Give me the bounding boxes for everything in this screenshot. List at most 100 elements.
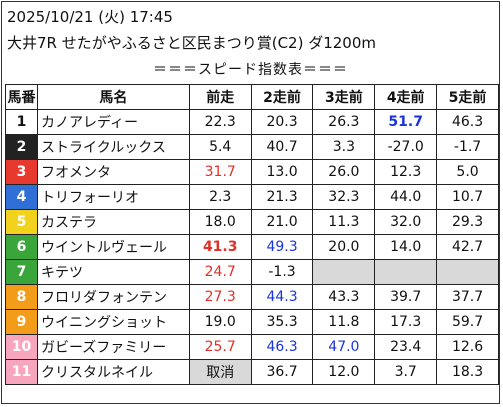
speed-index-cell: 22.3 — [188, 109, 252, 135]
speed-index-cell: 36.7 — [250, 359, 314, 385]
speed-index-cell: 20.3 — [250, 109, 314, 135]
speed-index-cell: 39.7 — [374, 284, 438, 310]
horse-name-cell: フロリダフォンテン — [36, 284, 190, 310]
speed-index-cell: 12.6 — [436, 334, 499, 360]
col-header-last-race: 前走 — [188, 84, 252, 110]
table-row: 7 キテツ 24.7 -1.3 — [5, 259, 499, 285]
table-row: 1 カノアレディー 22.3 20.3 26.3 51.7 46.3 — [5, 109, 499, 135]
speed-index-cell — [374, 259, 438, 285]
speed-index-cell: 19.0 — [188, 309, 252, 335]
table-row: 10 ガビーズファミリー 25.7 46.3 47.0 23.4 12.6 — [5, 334, 499, 360]
speed-index-cell: 35.3 — [250, 309, 314, 335]
speed-index-cell: 20.0 — [312, 234, 376, 260]
speed-index-cell: 18.3 — [436, 359, 499, 385]
col-header-2-races-ago: 2走前 — [250, 84, 314, 110]
speed-index-cell: 18.0 — [188, 209, 252, 235]
speed-index-cell: 43.3 — [312, 284, 376, 310]
header-row: 馬番 馬名 前走 2走前 3走前 4走前 5走前 — [5, 84, 499, 110]
table-row: 5 カステラ 18.0 21.0 11.3 32.0 29.3 — [5, 209, 499, 235]
race-datetime: 2025/10/21 (火) 17:45 — [7, 8, 173, 26]
speed-index-cell: 44.0 — [374, 184, 438, 210]
horse-name-cell: ウイニングショット — [36, 309, 190, 335]
col-header-3-races-ago: 3走前 — [312, 84, 376, 110]
speed-index-cell: 59.7 — [436, 309, 499, 335]
speed-index-cell: 37.7 — [436, 284, 499, 310]
table-row: 6 ウイントルヴェール 41.3 49.3 20.0 14.0 42.7 — [5, 234, 499, 260]
speed-index-cell: 44.3 — [250, 284, 314, 310]
speed-index-cell: 21.0 — [250, 209, 314, 235]
speed-index-cell: 12.0 — [312, 359, 376, 385]
speed-index-cell: 23.4 — [374, 334, 438, 360]
horse-name-cell: カステラ — [36, 209, 190, 235]
speed-index-cell: -1.3 — [250, 259, 314, 285]
horse-name-cell: トリフォーリオ — [36, 184, 190, 210]
horse-number-cell: 4 — [5, 184, 38, 210]
speed-index-cell — [312, 259, 376, 285]
speed-index-cell: 13.0 — [250, 159, 314, 185]
race-title: 大井7R せたがやふるさと区民まつり賞(C2) ダ1200m — [7, 34, 377, 52]
table-subtitle: ＝＝＝スピード指数表＝＝＝ — [153, 62, 348, 78]
speed-index-cell: 3.3 — [312, 134, 376, 160]
speed-index-cell: -1.7 — [436, 134, 499, 160]
table-row: 2 ストライクルックス 5.4 40.7 3.3 -27.0 -1.7 — [5, 134, 499, 160]
speed-index-cell: 26.0 — [312, 159, 376, 185]
horse-name-cell: クリスタルネイル — [36, 359, 190, 385]
speed-index-cell: 2.3 — [188, 184, 252, 210]
speed-index-cell: 51.7 — [374, 109, 438, 135]
speed-index-cell: 42.7 — [436, 234, 499, 260]
speed-index-cell: 32.3 — [312, 184, 376, 210]
horse-number-cell: 6 — [5, 234, 38, 260]
speed-index-cell: 10.7 — [436, 184, 499, 210]
speed-index-cell: 46.3 — [436, 109, 499, 135]
speed-index-cell: 17.3 — [374, 309, 438, 335]
speed-index-cell: 26.3 — [312, 109, 376, 135]
table-row: 8 フロリダフォンテン 27.3 44.3 43.3 39.7 37.7 — [5, 284, 499, 310]
speed-index-cell: 5.4 — [188, 134, 252, 160]
col-header-4-races-ago: 4走前 — [374, 84, 438, 110]
horse-number-cell: 9 — [5, 309, 38, 335]
horse-number-cell: 8 — [5, 284, 38, 310]
speed-index-cell: 12.3 — [374, 159, 438, 185]
horse-name-cell: カノアレディー — [36, 109, 190, 135]
horse-number-cell: 11 — [5, 359, 38, 385]
horse-name-cell: フオメンタ — [36, 159, 190, 185]
speed-index-cell: 21.3 — [250, 184, 314, 210]
speed-index-cell: 11.3 — [312, 209, 376, 235]
table-row: 4 トリフォーリオ 2.3 21.3 32.3 44.0 10.7 — [5, 184, 499, 210]
horse-number-cell: 7 — [5, 259, 38, 285]
table-row: 9 ウイニングショット 19.0 35.3 11.8 17.3 59.7 — [5, 309, 499, 335]
horse-number-cell: 10 — [5, 334, 38, 360]
speed-index-cell: 取消 — [188, 359, 252, 385]
table-row: 3 フオメンタ 31.7 13.0 26.0 12.3 5.0 — [5, 159, 499, 185]
speed-index-cell: 32.0 — [374, 209, 438, 235]
horse-number-cell: 2 — [5, 134, 38, 160]
speed-index-cell: 31.7 — [188, 159, 252, 185]
horse-name-cell: キテツ — [36, 259, 190, 285]
speed-index-cell: 41.3 — [188, 234, 252, 260]
speed-index-cell: 3.7 — [374, 359, 438, 385]
speed-index-cell: -27.0 — [374, 134, 438, 160]
speed-index-cell: 47.0 — [312, 334, 376, 360]
horse-name-cell: ガビーズファミリー — [36, 334, 190, 360]
speed-index-cell: 24.7 — [188, 259, 252, 285]
speed-index-cell: 49.3 — [250, 234, 314, 260]
speed-index-cell: 29.3 — [436, 209, 499, 235]
horse-number-cell: 5 — [5, 209, 38, 235]
horse-name-cell: ストライクルックス — [36, 134, 190, 160]
speed-index-cell: 40.7 — [250, 134, 314, 160]
table-row: 11 クリスタルネイル 取消 36.7 12.0 3.7 18.3 — [5, 359, 499, 385]
col-header-horse-name: 馬名 — [36, 84, 190, 110]
speed-index-cell: 5.0 — [436, 159, 499, 185]
speed-index-cell: 27.3 — [188, 284, 252, 310]
speed-index-table: 馬番 馬名 前走 2走前 3走前 4走前 5走前 1 カノアレディー 22.3 20.… — [5, 84, 499, 385]
speed-index-cell: 46.3 — [250, 334, 314, 360]
horse-number-cell: 3 — [5, 159, 38, 185]
horse-number-cell: 1 — [5, 109, 38, 135]
speed-index-cell — [436, 259, 499, 285]
speed-index-cell: 25.7 — [188, 334, 252, 360]
col-header-5-races-ago: 5走前 — [436, 84, 499, 110]
speed-index-cell: 11.8 — [312, 309, 376, 335]
horse-name-cell: ウイントルヴェール — [36, 234, 190, 260]
speed-index-cell: 14.0 — [374, 234, 438, 260]
